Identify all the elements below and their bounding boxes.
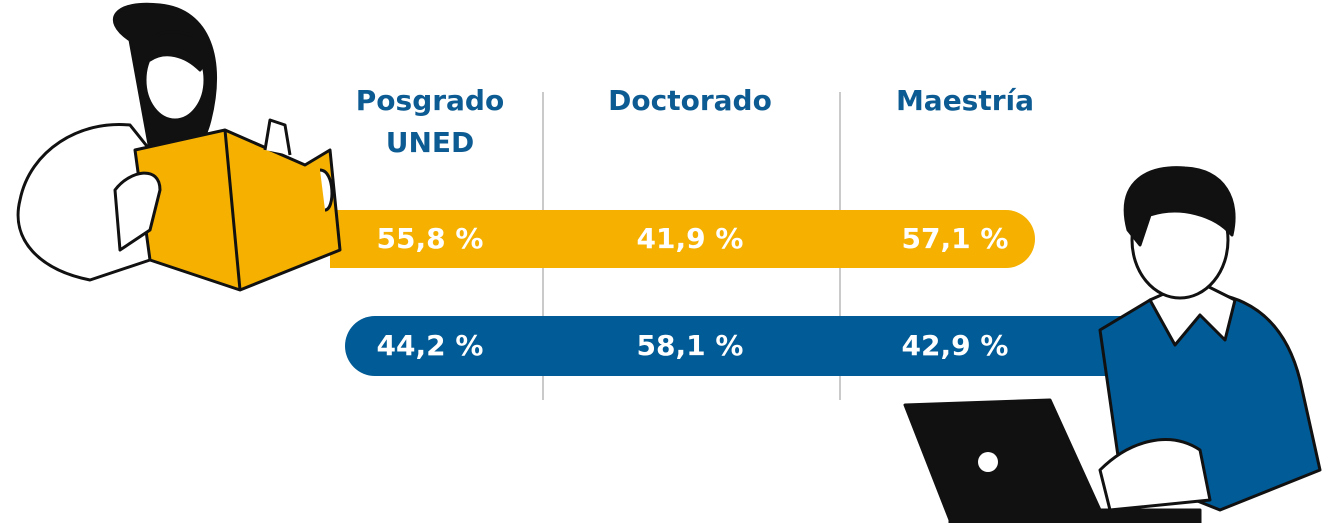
column-header: Doctorado [608,84,772,117]
blue-band [345,316,1170,376]
man-illustration [903,166,1322,523]
woman-illustration [16,2,342,292]
percent-value: 55,8 % [376,222,484,255]
column-header: Posgrado UNED [355,84,505,159]
percent-value: 58,1 % [636,329,744,362]
yellow-band [330,210,1035,268]
percent-value: 42,9 % [901,329,1009,362]
percent-value: 44,2 % [376,329,484,362]
percent-value: 57,1 % [901,222,1009,255]
percent-value: 41,9 % [636,222,744,255]
column-header: Maestría [895,84,1035,117]
